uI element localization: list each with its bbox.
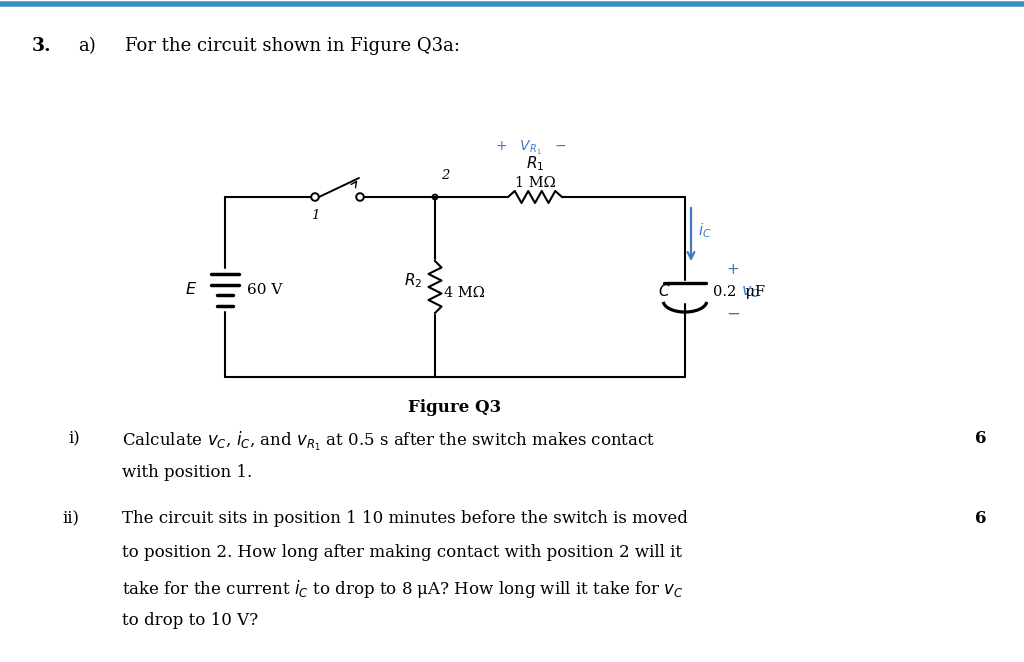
Text: Figure Q3: Figure Q3	[409, 399, 502, 416]
Text: 4 MΩ: 4 MΩ	[444, 286, 485, 300]
Text: 60 V: 60 V	[247, 283, 283, 297]
Text: Calculate $v_C$, $i_C$, and $v_{R_1}$ at 0.5 s after the switch makes contact: Calculate $v_C$, $i_C$, and $v_{R_1}$ at…	[122, 430, 655, 453]
Text: with position 1.: with position 1.	[122, 464, 252, 481]
Text: $R_2$: $R_2$	[403, 271, 422, 291]
Text: i): i)	[68, 430, 80, 447]
Text: $E$: $E$	[185, 281, 197, 299]
Text: +: +	[727, 263, 739, 277]
Text: 2: 2	[441, 169, 450, 182]
Text: $i_C$: $i_C$	[698, 221, 712, 240]
Text: to position 2. How long after making contact with position 2 will it: to position 2. How long after making con…	[122, 544, 682, 561]
Text: 3.: 3.	[32, 37, 51, 55]
Text: $v_C$: $v_C$	[741, 283, 760, 301]
Text: a): a)	[78, 37, 96, 55]
Text: $C$: $C$	[658, 283, 671, 299]
Text: For the circuit shown in Figure Q3a:: For the circuit shown in Figure Q3a:	[125, 37, 460, 55]
Text: 6: 6	[975, 430, 986, 447]
Text: −: −	[726, 305, 740, 323]
Text: The circuit sits in position 1 10 minutes before the switch is moved: The circuit sits in position 1 10 minute…	[122, 510, 688, 527]
Text: $+$   $V_{R_1}$   $-$: $+$ $V_{R_1}$ $-$	[496, 139, 566, 157]
Text: take for the current $i_C$ to drop to 8 μA? How long will it take for $v_C$: take for the current $i_C$ to drop to 8 …	[122, 578, 684, 600]
Text: 1 MΩ: 1 MΩ	[515, 176, 555, 190]
Text: 6: 6	[975, 510, 986, 527]
Text: ii): ii)	[62, 510, 79, 527]
Text: 1: 1	[311, 209, 319, 222]
Text: to drop to 10 V?: to drop to 10 V?	[122, 612, 258, 629]
Text: 0.2  μF: 0.2 μF	[713, 285, 765, 299]
Text: $R_1$: $R_1$	[526, 154, 544, 173]
